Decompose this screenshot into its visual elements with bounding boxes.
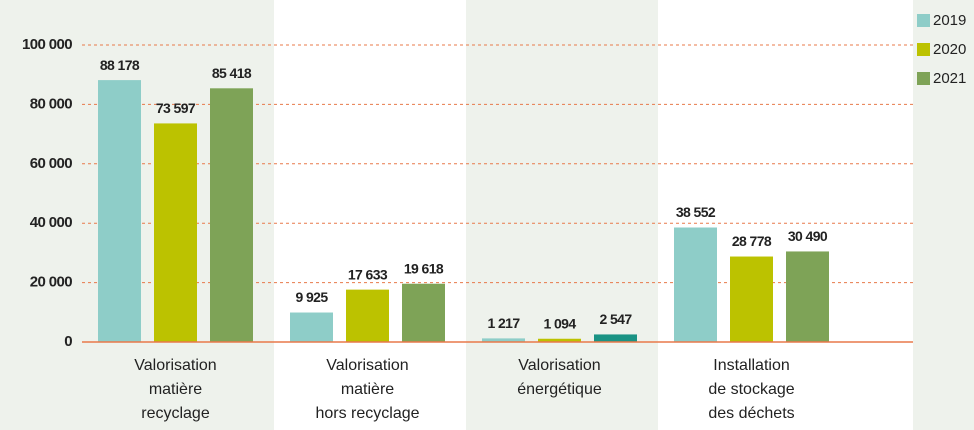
x-tick-label: Valorisation — [134, 357, 216, 374]
value-label: 19 618 — [404, 260, 444, 276]
value-label: 28 778 — [732, 233, 772, 249]
bar — [346, 289, 389, 342]
legend-label: 2019 — [933, 12, 966, 29]
value-label: 38 552 — [676, 204, 716, 220]
bar — [154, 123, 197, 343]
legend-swatch — [917, 14, 930, 27]
bar — [402, 283, 445, 342]
legend-swatch — [917, 72, 930, 85]
legend-label: 2021 — [933, 70, 966, 87]
x-tick-label: matière — [149, 381, 202, 398]
value-label: 88 178 — [100, 57, 140, 73]
value-label: 1 094 — [543, 315, 576, 331]
x-tick-label: de stockage — [708, 381, 794, 398]
y-tick-label: 0 — [64, 333, 72, 350]
value-label: 73 597 — [156, 100, 196, 116]
bar — [482, 338, 525, 342]
y-tick-label: 80 000 — [30, 95, 73, 112]
value-label: 30 490 — [788, 228, 828, 244]
x-tick-label: hors recyclage — [315, 405, 419, 422]
bar — [98, 80, 141, 343]
x-tick-label: recyclage — [141, 405, 210, 422]
bar — [594, 334, 637, 342]
x-tick-label: matière — [341, 381, 394, 398]
x-tick-label: des déchets — [708, 405, 794, 422]
y-tick-label: 60 000 — [30, 155, 73, 172]
bar — [674, 227, 717, 342]
value-label: 17 633 — [348, 266, 388, 282]
bar — [786, 251, 829, 342]
value-label: 85 418 — [212, 65, 252, 81]
legend-swatch — [917, 43, 930, 56]
y-tick-label: 100 000 — [22, 36, 72, 53]
y-tick-label: 20 000 — [30, 274, 73, 291]
legend-label: 2020 — [933, 41, 966, 58]
value-label: 1 217 — [487, 315, 520, 331]
value-label: 2 547 — [599, 311, 632, 327]
value-label: 9 925 — [295, 289, 328, 305]
bar — [538, 338, 581, 342]
x-tick-label: énergétique — [517, 381, 602, 398]
bar — [290, 312, 333, 342]
band — [658, 0, 913, 430]
x-tick-label: Valorisation — [326, 357, 408, 374]
x-tick-label: Valorisation — [518, 357, 600, 374]
y-tick-label: 40 000 — [30, 214, 73, 231]
x-tick-label: Installation — [713, 357, 790, 374]
band — [274, 0, 466, 430]
bar — [730, 256, 773, 342]
bar — [210, 88, 253, 343]
